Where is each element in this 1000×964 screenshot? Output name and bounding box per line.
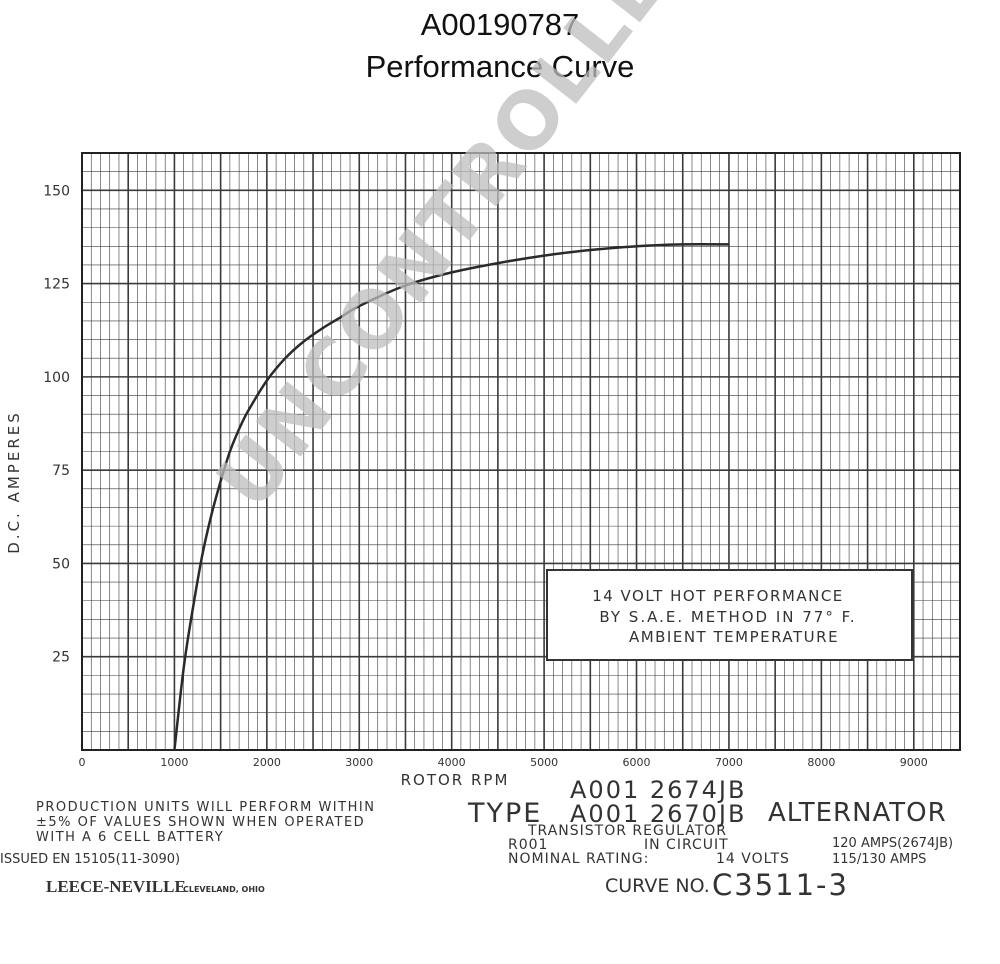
regulator-code: R001 [508, 837, 549, 853]
amps-rating-1: 120 AMPS(2674JB) [832, 836, 954, 851]
production-note-2: ±5% OF VALUES SHOWN WHEN OPERATED [36, 815, 366, 830]
annotation-box: 14 VOLT HOT PERFORMANCE BY S.A.E. METHOD… [546, 569, 913, 661]
y-axis-label: D.C. AMPERES [5, 410, 23, 553]
model-number-2: A001 2670JB [570, 800, 747, 828]
regulator-type: TRANSISTOR REGULATOR [528, 823, 727, 839]
x-tick-label: 4000 [438, 756, 466, 769]
y-tick-label: 50 [52, 556, 70, 572]
page-subtitle: Performance Curve [365, 49, 635, 84]
performance-curve-line [173, 243, 729, 751]
curve-number: C3511-3 [712, 868, 849, 902]
x-tick-label: 9000 [900, 756, 928, 769]
y-tick-label: 100 [43, 370, 70, 386]
axis-ticks: 0 1000 2000 3000 4000 5000 6000 7000 8000 9000 25 5… [43, 183, 928, 769]
plot-frame [81, 152, 961, 751]
annotation-line-3: AMBIENT TEMPERATURE [629, 628, 839, 646]
issued-note: ISSUED EN 15105(11-3090) [0, 852, 181, 867]
nominal-volts: 14 VOLTS [716, 851, 790, 867]
model-number-1: A001 2674JB [570, 776, 747, 804]
product-name: ALTERNATOR [768, 798, 947, 828]
type-label: TYPE [468, 798, 543, 829]
maker-logo-text: LEECE-NEVILLE [46, 877, 186, 896]
chart-grid [82, 153, 960, 750]
x-tick-label: 0 [79, 756, 86, 769]
production-note-1: PRODUCTION UNITS WILL PERFORM WITHIN [36, 800, 376, 815]
x-tick-label: 6000 [623, 756, 651, 769]
y-tick-label: 25 [52, 650, 70, 666]
curve-number-label: CURVE NO. [605, 875, 710, 897]
x-tick-label: 7000 [715, 756, 743, 769]
amps-rating-2: 115/130 AMPS [832, 852, 927, 867]
x-tick-label: 5000 [530, 756, 558, 769]
y-tick-label: 75 [52, 463, 70, 479]
x-tick-label: 1000 [160, 756, 188, 769]
x-axis-label: ROTOR RPM [401, 771, 510, 789]
maker-city: CLEVELAND, OHIO [183, 885, 265, 894]
annotation-line-2: BY S.A.E. METHOD IN 77° F. [599, 608, 856, 626]
y-tick-label: 150 [43, 183, 70, 199]
y-tick-label: 125 [43, 277, 70, 293]
x-tick-label: 2000 [253, 756, 281, 769]
x-tick-label: 3000 [345, 756, 373, 769]
part-number-title: A00190787 [420, 7, 580, 42]
nominal-rating-label: NOMINAL RATING: [508, 851, 650, 867]
annotation-line-1: 14 VOLT HOT PERFORMANCE [592, 587, 844, 605]
regulator-status: IN CIRCUIT [644, 837, 729, 853]
production-note-3: WITH A 6 CELL BATTERY [36, 830, 225, 845]
annotation-frame [546, 569, 913, 661]
x-tick-label: 8000 [807, 756, 835, 769]
